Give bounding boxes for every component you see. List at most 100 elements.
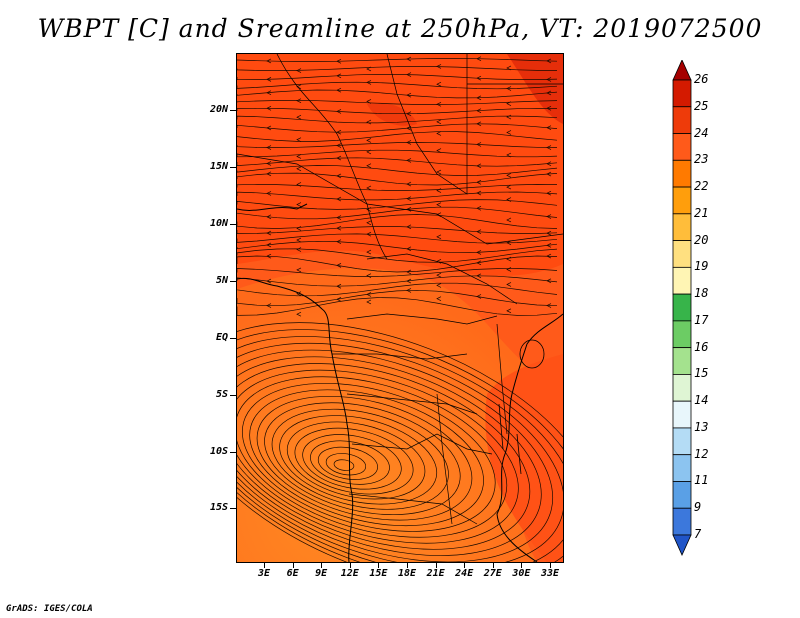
streamline-arrow — [506, 240, 512, 246]
streamline-north — [237, 74, 558, 81]
streamline-arrow — [476, 95, 482, 101]
streamline-anticyclone — [279, 415, 438, 505]
streamline-arrow — [406, 206, 412, 212]
lat-tick — [230, 395, 236, 396]
lat-tick — [230, 167, 236, 168]
streamline-arrow — [476, 205, 482, 211]
map-panel — [236, 53, 564, 563]
streamline-arrow — [296, 114, 302, 120]
streamline-north — [237, 131, 558, 142]
lon-tick — [521, 563, 523, 568]
colorbar-segment — [672, 266, 692, 295]
country-borders — [237, 54, 563, 525]
streamline-arrow — [336, 173, 342, 179]
streamline-north — [237, 268, 558, 277]
lat-tick — [230, 508, 236, 509]
streamline-arrow — [476, 121, 482, 127]
streamline-arrow — [366, 207, 372, 212]
lat-label-20n: 20N — [209, 104, 228, 115]
colorbar-label: 19 — [694, 259, 709, 274]
colorbar-label: 16 — [694, 339, 709, 354]
streamline-arrow — [546, 77, 552, 82]
streamline-arrow — [406, 224, 412, 230]
colorbar-label: 25 — [694, 98, 709, 113]
streamline-arrow — [266, 242, 272, 248]
streamline-arrow — [366, 231, 372, 237]
streamline-north — [237, 248, 558, 263]
streamline-arrow — [436, 234, 442, 240]
streamline-north — [237, 184, 558, 191]
colorbar-label: 9 — [694, 500, 702, 515]
colorbar-segment — [672, 347, 692, 375]
streamline-arrow — [296, 98, 302, 104]
streamline-arrow — [366, 185, 372, 191]
lon-label-33e: 33E — [540, 568, 560, 579]
field-hotspot-n — [367, 102, 417, 126]
streamline-arrow — [436, 272, 442, 278]
streamline-north — [237, 157, 558, 167]
streamline-arrow — [406, 56, 412, 62]
streamline-anticyclone — [310, 440, 390, 485]
streamline-arrow — [476, 250, 482, 255]
lakes — [498, 339, 545, 475]
streamline-arrow — [266, 214, 272, 220]
lon-label-6e: 6E — [286, 568, 299, 579]
streamline-arrow — [266, 278, 272, 284]
streamline-arrow — [476, 142, 482, 147]
streamline-arrow — [296, 68, 302, 73]
streamline-arrow — [476, 75, 482, 81]
streamline-arrow — [436, 64, 442, 69]
streamline-arrow — [336, 296, 342, 302]
credit-text: GrADS: IGES/COLA — [6, 604, 93, 614]
streamline-north — [237, 66, 558, 71]
streamline-north — [237, 206, 558, 220]
lon-tick — [464, 563, 466, 568]
colorbar-label: 13 — [694, 419, 709, 434]
lat-tick — [230, 281, 236, 282]
streamline-arrow — [296, 267, 302, 273]
streamline-arrow — [436, 148, 442, 153]
streamline-arrow — [266, 161, 272, 166]
streamline-arrow — [266, 230, 272, 236]
streamline-arrow — [406, 278, 412, 284]
streamline-arrow — [546, 278, 552, 284]
streamline-arrow — [436, 296, 442, 301]
streamline-arrow — [476, 260, 482, 266]
chart-title: WBPT [C] and Sreamline at 250hPa, VT: 20… — [37, 14, 763, 43]
streamline-arrow — [336, 109, 342, 114]
streamline-arrow — [406, 246, 412, 252]
streamline-arrow — [546, 214, 552, 219]
streamline-arrow — [476, 229, 482, 234]
colorbar-segment — [672, 374, 692, 402]
colorbar-segment — [672, 79, 692, 108]
streamline-arrow — [336, 196, 342, 202]
lon-label-12e: 12E — [340, 568, 359, 579]
streamline-arrow — [436, 202, 442, 207]
streamline-arrow — [366, 66, 372, 72]
lon-tick — [435, 563, 437, 568]
lat-label-5n: 5N — [215, 275, 228, 286]
lat-label-10n: 10N — [209, 218, 228, 229]
streamline-arrow — [336, 239, 342, 244]
colorbar-label: 18 — [694, 286, 709, 301]
streamline-arrow — [546, 171, 552, 177]
streamline-arrow — [266, 191, 272, 196]
streamline-arrow — [336, 263, 342, 268]
streamline-arrow — [506, 152, 512, 158]
streamline-arrow — [436, 81, 442, 87]
streamline-arrow — [476, 163, 482, 169]
streamline-arrow — [476, 56, 482, 62]
streamline-arrow — [266, 125, 272, 131]
streamline-anticyclone — [241, 382, 496, 532]
streamline-arrow — [266, 303, 272, 308]
streamline-arrow — [406, 181, 412, 187]
streamline-arrow — [266, 90, 272, 96]
streamline-anticyclone — [237, 322, 563, 562]
colorbar-segment — [672, 320, 692, 349]
streamline-north — [237, 289, 558, 307]
streamline-arrow — [546, 303, 552, 308]
colorbar-segment — [672, 293, 692, 322]
lon-label-3e: 3E — [257, 568, 271, 579]
streamline-arrow — [336, 143, 342, 148]
streamline-north — [237, 149, 558, 158]
